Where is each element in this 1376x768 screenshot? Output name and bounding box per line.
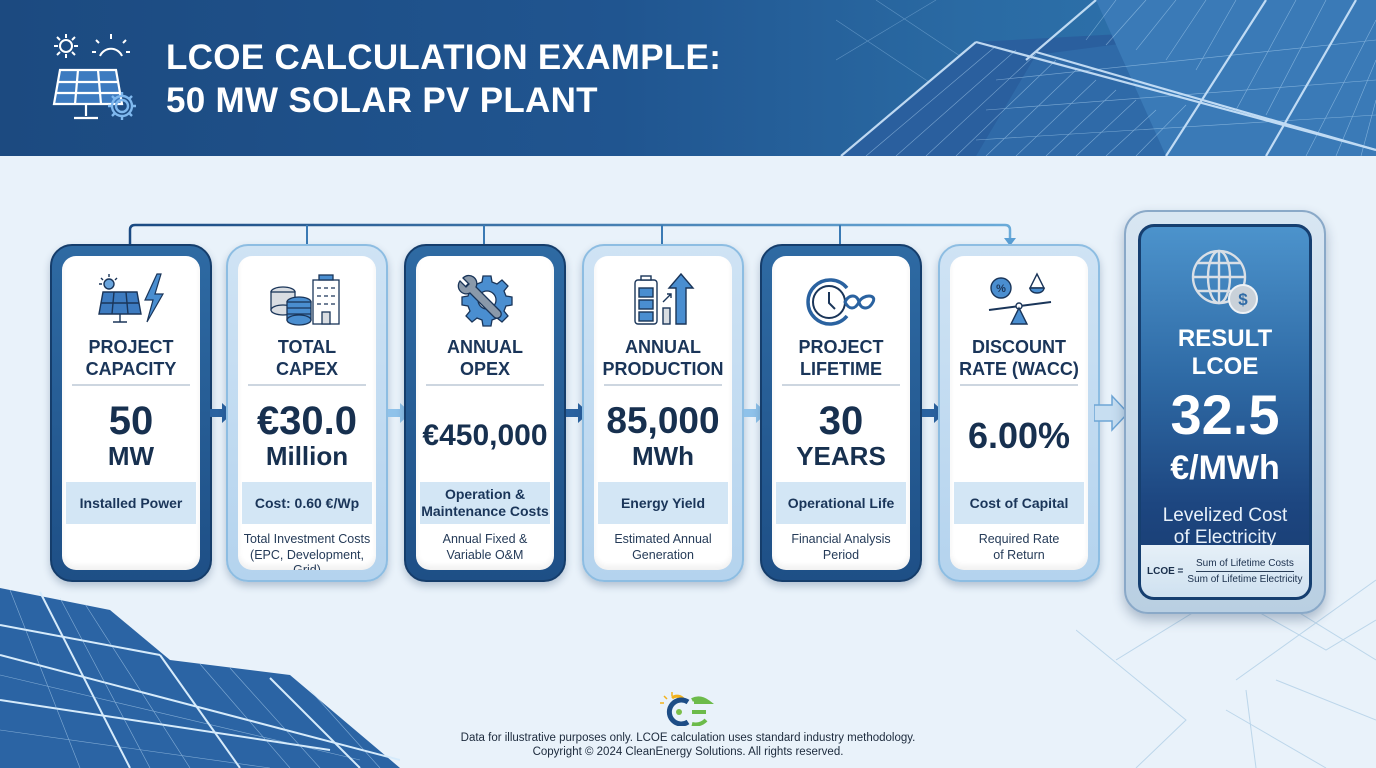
result-arrow-icon [1094,394,1130,432]
card-project-capacity: PROJECT CAPACITY 50 MW Installed Power [50,244,212,582]
header-banner: LCOE CALCULATION EXAMPLE: 50 MW SOLAR PV… [0,0,1376,156]
card-total-capex: TOTAL CAPEX €30.0 Million Cost: 0.60 €/Wp … [226,244,388,582]
footer-disclaimer: Data for illustrative purposes only. LCO… [460,732,916,758]
battery-growth-arrow-icon [634,272,695,325]
title-line-1: LCOE CALCULATION EXAMPLE: [166,38,722,77]
solar-panel-sun-gear-icon [52,34,136,120]
card-band-label: Cost: 0.60 €/Wp [242,482,372,524]
card-value: 30 YEARS [796,399,886,471]
divider [426,384,544,386]
divider [248,384,366,386]
lcoe-formula: LCOE = Sum of Lifetime Costs Sum of Life… [1141,545,1309,597]
card-value: €450,000 [422,419,548,452]
card-band-label: Installed Power [66,482,196,524]
company-logo [660,692,714,726]
card-annual-production: ANNUAL PRODUCTION 85,000 MWh Energy Yield … [582,244,744,582]
card-title: ANNUAL PRODUCTION [602,337,724,379]
divider [604,384,722,386]
solar-panels-background [0,588,400,768]
result-label: Levelized Cost of Electricity [1162,505,1288,548]
card-band-label: Operational Life [776,482,906,524]
svg-text:$: $ [1238,290,1248,309]
solar-panel-lightning-icon [98,273,165,323]
coins-building-icon [270,274,340,326]
clock-infinity-icon [806,278,876,326]
divider [782,384,900,386]
result-card: $ RESULT LCOE 32.5 €/MWh Levelized Cost of… [1124,210,1326,614]
card-title: TOTAL CAPEX [275,337,338,379]
wrench-gear-icon [457,274,513,327]
page-title: LCOE CALCULATION EXAMPLE: 50 MW SOLAR PV… [166,36,721,122]
card-description: Annual Fixed & Variable O&M [442,532,528,562]
title-line-2: 50 MW SOLAR PV PLANT [166,81,598,120]
result-title: RESULT LCOE [1177,325,1273,380]
card-band-label: Operation & Maintenance Costs [420,482,550,524]
result-unit: €/MWh [1170,449,1280,487]
card-value: 50 MW [107,399,155,471]
percent-balance-scale-icon: % [988,272,1052,325]
card-description: Total Investment Costs (EPC, Development,… [243,532,371,570]
card-value: €30.0 Million [256,399,358,471]
card-description: Required Rate of Return [978,532,1060,562]
divider [960,384,1078,386]
result-value: 32.5 [1170,383,1280,446]
svg-text:%: % [996,283,1006,295]
card-description: Estimated Annual Generation [614,532,712,562]
divider [72,384,190,386]
card-value: 6.00% [967,415,1071,456]
card-band-label: Energy Yield [598,482,728,524]
card-annual-opex: ANNUAL OPEX €450,000 Operation & Maintenan… [404,244,566,582]
card-description: Financial Analysis Period [791,532,891,562]
card-band-label: Cost of Capital [954,482,1084,524]
card-discount-rate: % DISCOUNT RATE (WACC) 6.00% Cost of Capi… [938,244,1100,582]
card-title: PROJECT LIFETIME [798,337,884,379]
flow-connector-line [128,223,1016,246]
card-value: 85,000 MWh [606,400,720,472]
card-title: PROJECT CAPACITY [85,337,177,379]
solar-panels-image [836,0,1376,156]
card-title: DISCOUNT RATE (WACC) [959,337,1079,379]
globe-dollar-icon: $ [1191,249,1258,314]
card-project-lifetime: PROJECT LIFETIME 30 YEARS Operational Life… [760,244,922,582]
card-title: ANNUAL OPEX [447,337,523,379]
